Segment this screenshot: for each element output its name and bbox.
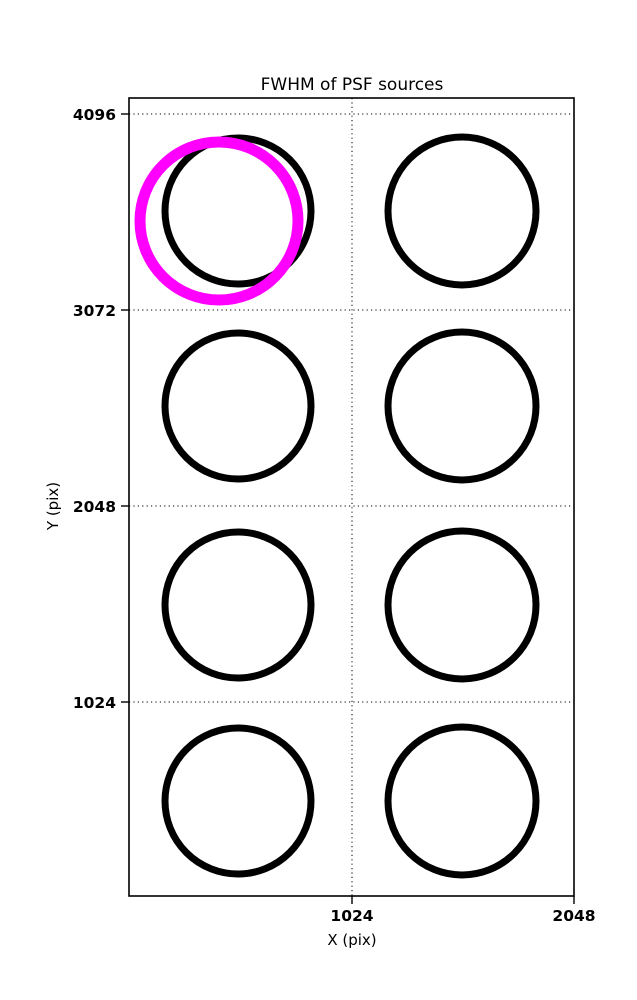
y-tick-labels: 4096 3072 2048 1024 [73,106,116,712]
y-axis-label: Y (pix) [44,482,62,531]
psf-source-circles [161,133,540,879]
y-tick-label-4096: 4096 [73,106,116,124]
x-tick-marks [351,896,575,904]
reference-circle-group [134,136,304,306]
psf-circle-r1-c1 [161,134,315,288]
y-tick-label-2048: 2048 [73,498,116,516]
y-tick-label-3072: 3072 [73,302,116,320]
reference-circle-magenta [134,136,304,306]
x-tick-label-1024: 1024 [330,907,373,925]
psf-circle-r4-c2 [384,723,540,879]
psf-circle-r1-c2 [384,133,540,289]
y-tick-label-1024: 1024 [73,694,116,712]
x-axis-label: X (pix) [327,931,376,949]
x-tick-labels: 1024 2048 [330,907,595,925]
psf-circle-r3-c1 [161,528,315,682]
psf-circle-r2-c1 [161,329,315,483]
psf-circle-r3-c2 [384,527,540,683]
psf-circle-r2-c2 [384,328,540,484]
plot-title: FWHM of PSF sources [261,75,444,95]
psf-circle-r4-c1 [161,724,315,878]
x-tick-label-2048: 2048 [552,907,595,925]
y-tick-marks [121,113,129,703]
